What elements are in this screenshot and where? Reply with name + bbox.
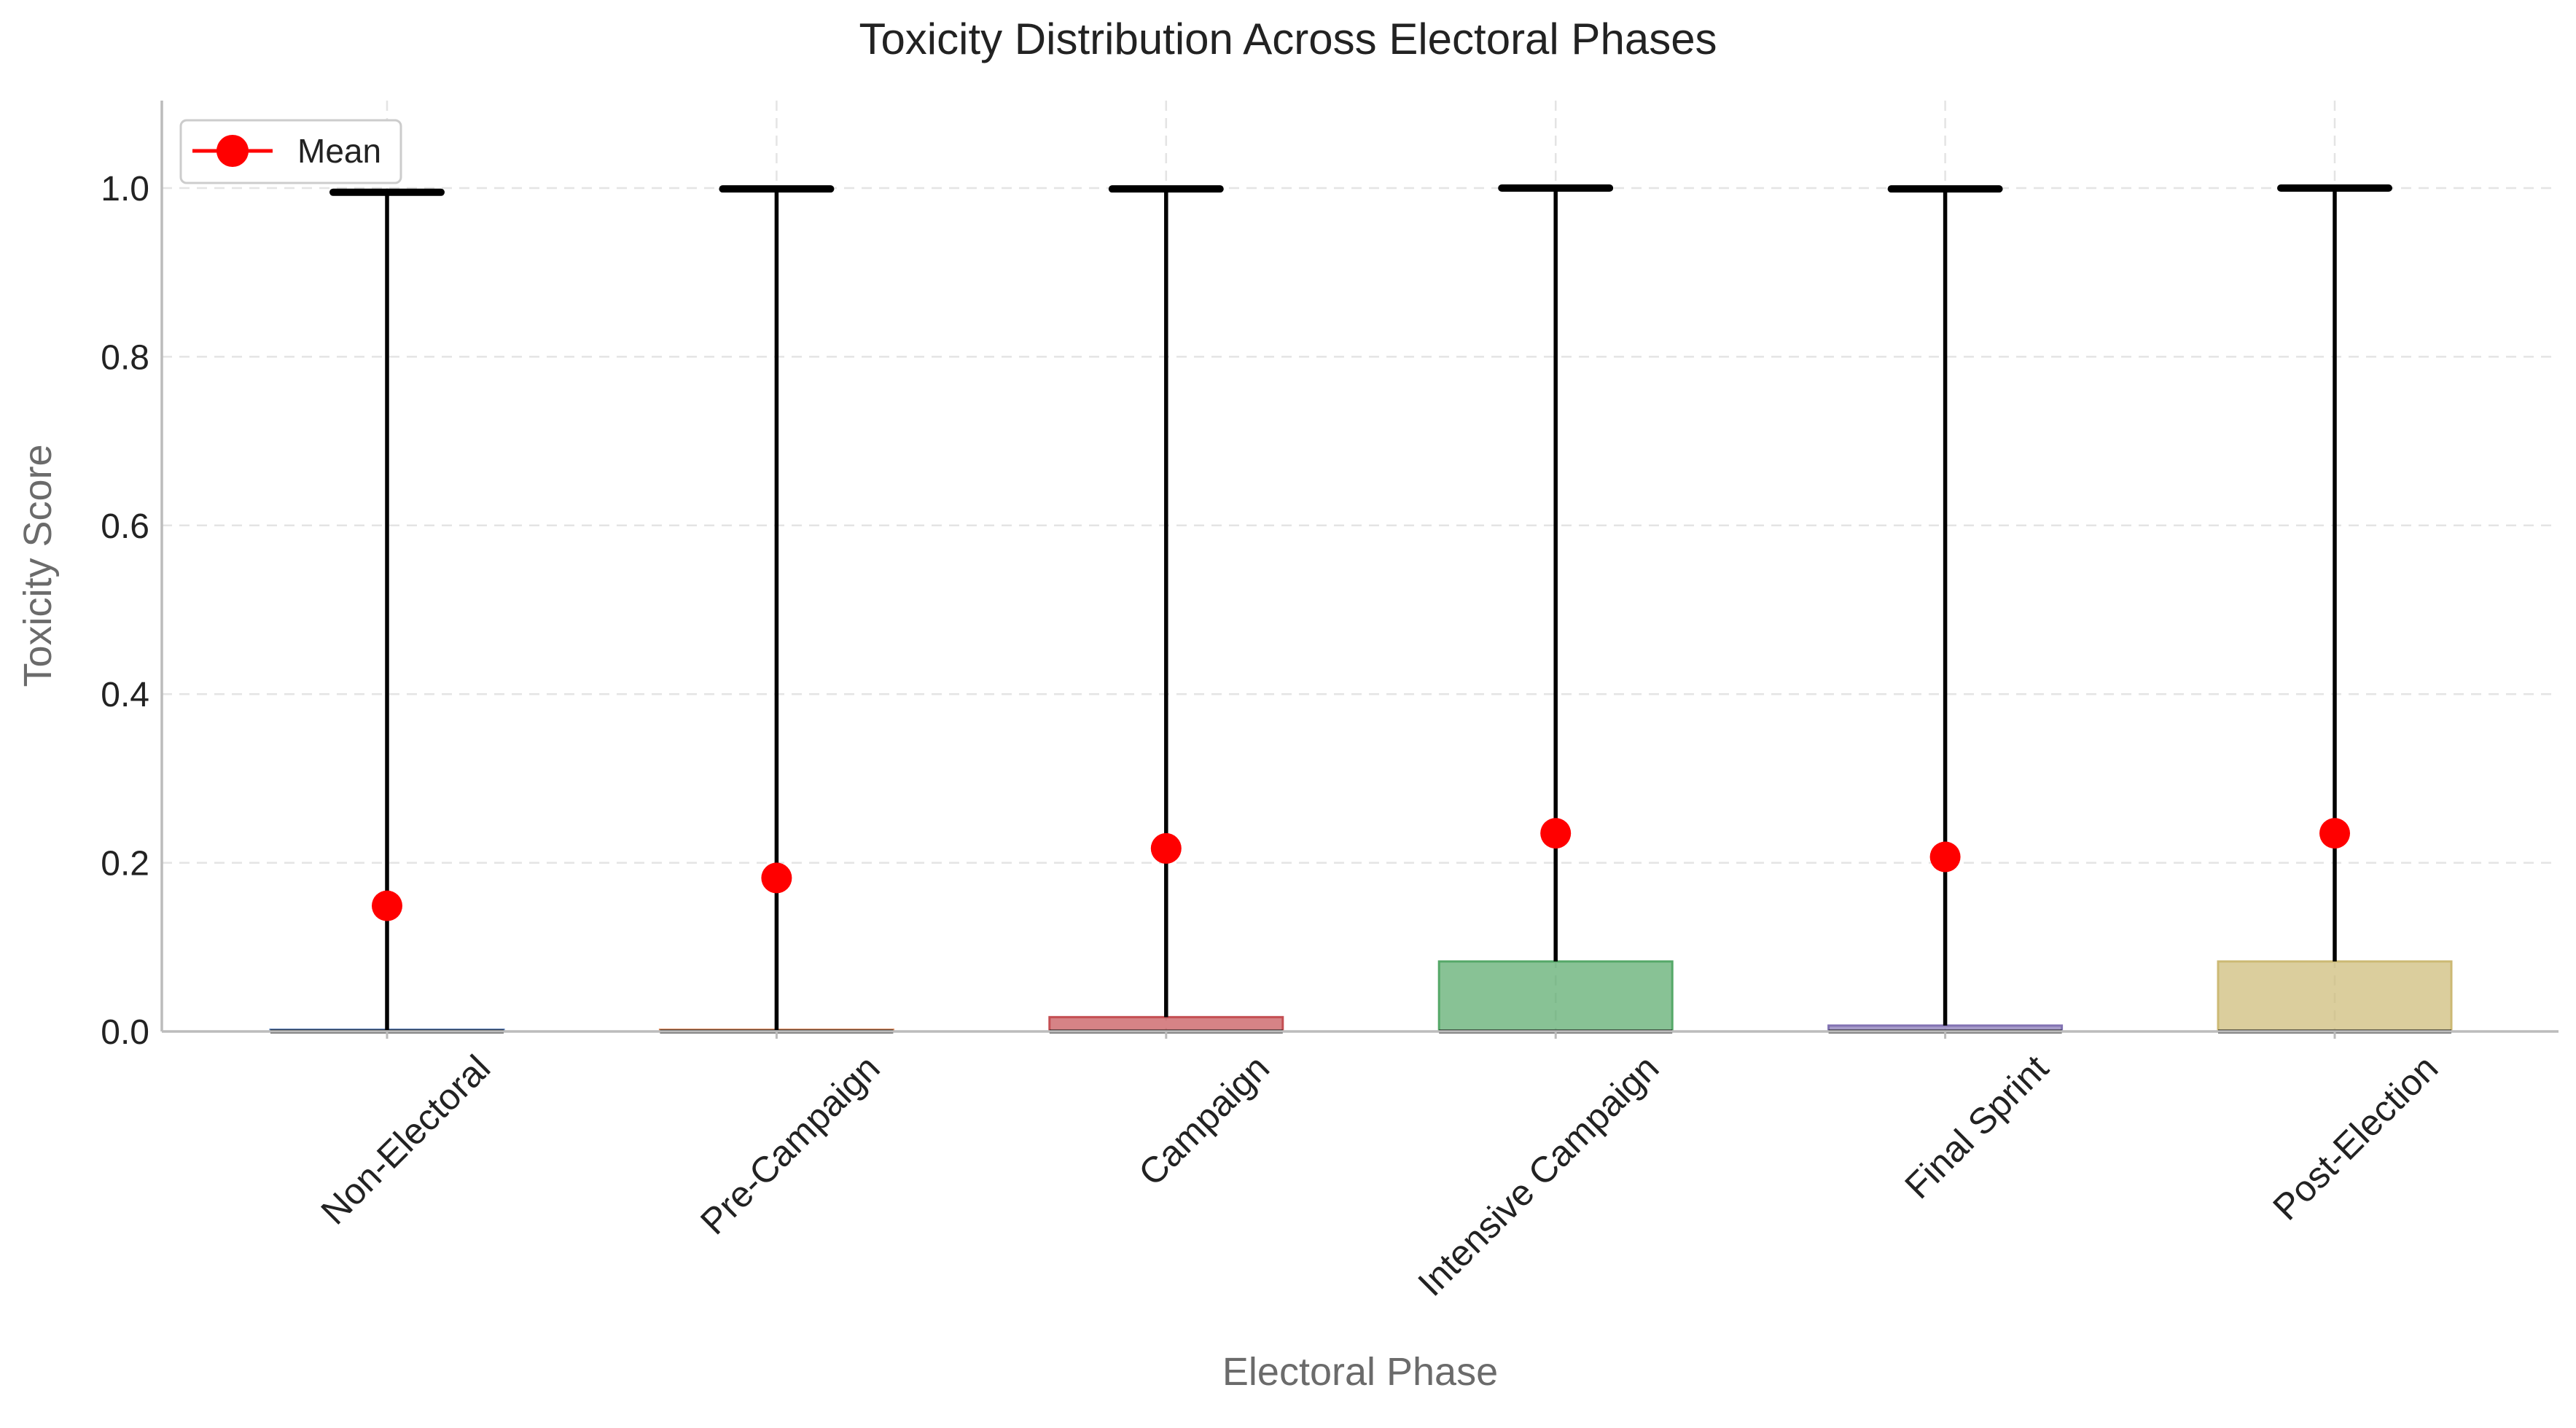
iqr-box <box>1437 960 1674 1033</box>
x-tick-label: Post-Election <box>2265 1047 2446 1228</box>
x-tick-label: Final Sprint <box>1897 1047 2056 1206</box>
legend-mean-marker <box>216 135 249 167</box>
whiskers <box>329 184 2392 1030</box>
boxes <box>269 960 2453 1034</box>
x-tick-label: Intensive Campaign <box>1410 1047 1666 1304</box>
y-tick-label: 1.0 <box>101 170 149 208</box>
y-axis-label: Toxicity Score <box>16 444 60 687</box>
x-axis-label: Electoral Phase <box>1222 1350 1498 1394</box>
x-tick-label: Pre-Campaign <box>692 1047 888 1243</box>
y-tick-label: 0.6 <box>101 507 149 546</box>
mean-marker <box>1929 841 1961 873</box>
y-tick-label: 0.2 <box>101 845 149 883</box>
y-tick-labels: 0.0 0.2 0.4 0.6 0.8 1.0 <box>101 170 149 1052</box>
x-tick-label: Non-Electoral <box>313 1047 499 1233</box>
x-tick-label: Campaign <box>1131 1047 1277 1194</box>
iqr-box <box>2217 960 2453 1033</box>
y-tick-label: 0.8 <box>101 338 149 377</box>
y-tick-label: 0.0 <box>101 1013 149 1052</box>
chart-title: Toxicity Distribution Across Electoral P… <box>859 15 1717 63</box>
grid-lines <box>162 101 2559 1031</box>
mean-marker <box>372 890 402 921</box>
mean-marker <box>2319 818 2350 849</box>
iqr-box <box>1048 1015 1284 1033</box>
mean-marker <box>761 862 792 894</box>
legend-mean-label: Mean <box>297 132 381 170</box>
mean-markers <box>372 818 2350 921</box>
x-tick-labels: Non-Electoral Pre-Campaign Campaign Intensi… <box>313 1031 2446 1304</box>
mean-marker <box>1150 832 1182 864</box>
y-tick-label: 0.4 <box>101 676 149 714</box>
legend: Mean <box>179 119 402 184</box>
mean-marker <box>1540 818 1572 849</box>
